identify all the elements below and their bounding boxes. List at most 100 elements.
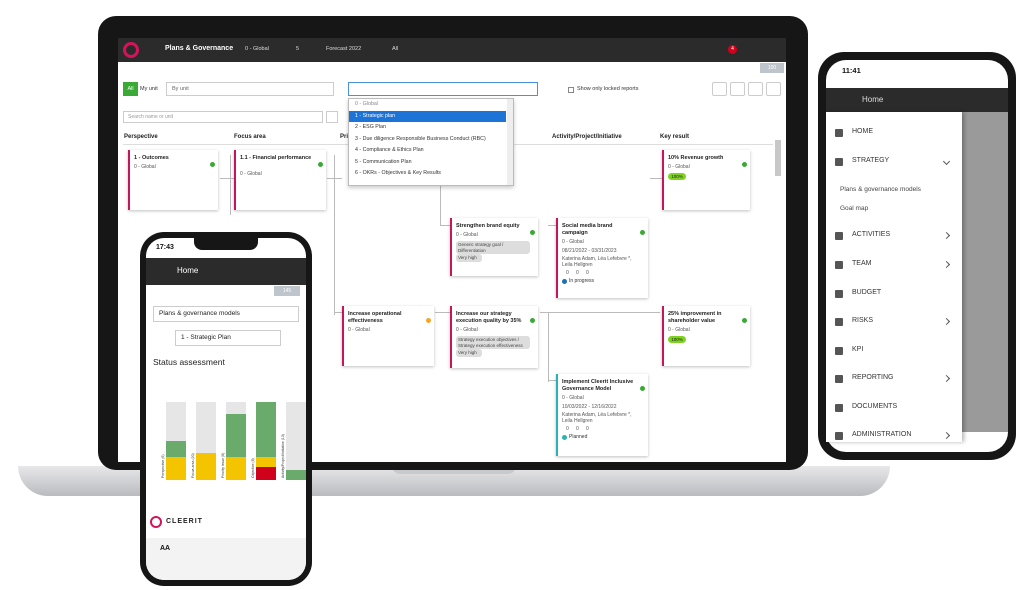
notice-badge: 100	[760, 63, 784, 73]
card-title: 25% improvement in shareholder value	[668, 311, 722, 324]
model-select[interactable]: Plans & governance models	[153, 306, 299, 322]
menu-icon	[835, 261, 843, 269]
card-unit: 0 - Global	[562, 239, 584, 245]
top-menu-item[interactable]: Forecast 2022	[326, 46, 362, 52]
menu-icon	[835, 232, 843, 240]
card-dates: 10/03/2022 - 12/16/2022	[562, 404, 617, 410]
top-menu-item[interactable]: 5	[296, 46, 300, 52]
card-unit: 0 - Global	[348, 327, 370, 333]
menu-icon	[835, 318, 843, 326]
dropdown-option[interactable]: 5 - Communication Plan	[355, 158, 412, 165]
status-dot	[426, 318, 431, 323]
plan-select[interactable]: 1 - Strategic Plan	[175, 330, 281, 346]
bar-label: Objective (8)	[251, 458, 255, 478]
card-unit: 0 - Global	[668, 327, 690, 333]
card[interactable]	[556, 374, 648, 456]
search-input[interactable]: Search name or unit	[123, 111, 323, 123]
logo	[123, 42, 139, 58]
card[interactable]	[662, 150, 750, 210]
card[interactable]	[128, 150, 218, 210]
filter-tab[interactable]: All	[123, 82, 138, 96]
status-dot	[640, 386, 645, 391]
menu-item[interactable]: STRATEGY	[852, 157, 890, 164]
header-title: Home	[862, 95, 884, 104]
bar-segment	[226, 456, 246, 480]
card-unit: 0 - Global	[240, 171, 262, 177]
checkbox[interactable]	[568, 87, 574, 93]
bar-label: Perspective (6)	[161, 454, 165, 478]
card[interactable]	[556, 218, 648, 298]
dropdown-scrollbar	[507, 99, 513, 185]
bar-segment	[196, 452, 216, 480]
connector	[548, 312, 549, 382]
section-title: Status assessment	[153, 357, 225, 367]
dropdown-option[interactable]: 2 - ESG Plan	[355, 124, 386, 130]
phone-header	[826, 88, 1008, 112]
header-title: Home	[177, 266, 199, 275]
bar-segment	[256, 402, 276, 457]
card-unit: 0 - Global	[456, 232, 478, 238]
status-icon	[562, 279, 567, 284]
card-title: 10% Revenue growth	[668, 155, 724, 161]
unit-select[interactable]: By unit	[166, 82, 334, 96]
tool-button[interactable]	[748, 82, 763, 96]
dropdown-option[interactable]: 0 - Global	[355, 101, 378, 107]
menu-item[interactable]: BUDGET	[852, 289, 882, 296]
menu-item[interactable]: ADMINISTRATION	[852, 431, 912, 438]
card-tag: Very high	[456, 349, 482, 357]
tool-button[interactable]	[730, 82, 745, 96]
card-count: 0	[566, 270, 569, 276]
submenu-item[interactable]: Goal map	[840, 205, 869, 212]
filter-button[interactable]	[326, 111, 338, 123]
card-count: 0	[576, 426, 579, 432]
connector	[220, 178, 234, 179]
bar-segment	[166, 441, 186, 457]
filter-tab[interactable]: My unit	[140, 86, 158, 92]
dropdown-option[interactable]: 6 - OKRs - Objectives & Key Results	[355, 170, 441, 176]
dropdown-input[interactable]	[348, 82, 538, 96]
card-status: Planned	[569, 434, 588, 440]
menu-item[interactable]: REPORTING	[852, 374, 894, 381]
notch	[194, 238, 258, 250]
tool-button[interactable]	[712, 82, 727, 96]
menu-item[interactable]: HOME	[852, 128, 873, 135]
top-bar	[118, 38, 786, 62]
menu-item[interactable]: RISKS	[852, 317, 874, 324]
card-title: 1 - Outcomes	[134, 155, 169, 161]
drawer	[826, 112, 962, 442]
bar-segment	[166, 402, 186, 441]
card-pill: 100%	[668, 336, 686, 343]
menu-item[interactable]: KPI	[852, 346, 864, 353]
connector	[650, 178, 662, 179]
top-menu-item[interactable]: 0 - Global	[245, 46, 269, 52]
card[interactable]	[342, 306, 434, 366]
top-menu-item[interactable]: All	[392, 46, 399, 52]
menu-icon	[835, 347, 843, 355]
phone-header	[146, 258, 306, 285]
scrollbar	[775, 140, 781, 176]
bar-label: Priority issue (8)	[221, 452, 225, 478]
card-pill: 100%	[668, 173, 686, 180]
column-header: Pri	[340, 134, 349, 140]
connector	[335, 312, 342, 313]
bar-segment	[286, 402, 306, 470]
dropdown-option[interactable]: 1 - Strategic plan	[349, 110, 506, 122]
menu-item[interactable]: ACTIVITIES	[852, 231, 891, 238]
card[interactable]	[234, 150, 326, 210]
checkbox-label: Show only locked reports	[577, 86, 639, 92]
bar-segment	[286, 469, 306, 480]
menu-item[interactable]: DOCUMENTS	[852, 403, 898, 410]
brand-name: CLEERIT	[166, 518, 203, 525]
dropdown-option[interactable]: 3 - Due diligence Responsible Business C…	[355, 135, 486, 142]
card-title: Increase our strategy execution quality …	[456, 311, 522, 324]
status-icon	[562, 435, 567, 440]
menu-item[interactable]: TEAM	[852, 260, 872, 267]
submenu-item[interactable]: Plans & governance models	[840, 186, 921, 193]
tool-button[interactable]	[766, 82, 781, 96]
dropdown-option[interactable]: 4 - Compliance & Ethics Plan	[355, 147, 424, 153]
alert-badge: 4	[728, 45, 737, 54]
connector	[548, 380, 556, 381]
bar-segment	[256, 456, 276, 467]
connector	[334, 155, 335, 315]
card-count: 0	[576, 270, 579, 276]
